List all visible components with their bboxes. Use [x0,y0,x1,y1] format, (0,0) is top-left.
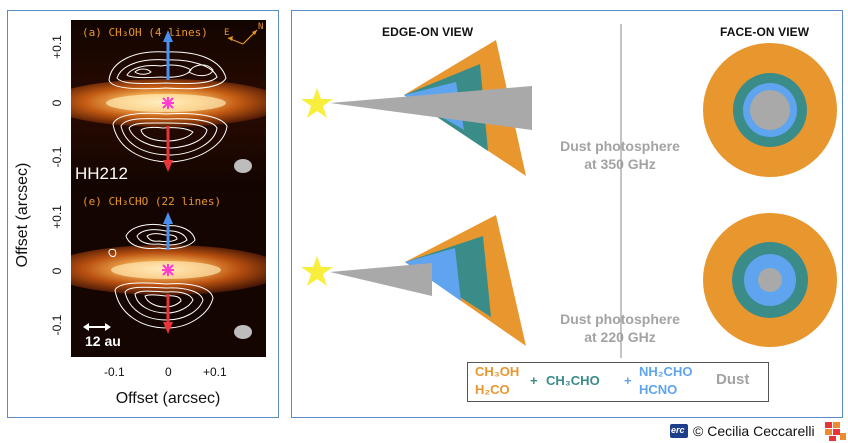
model-diagram [292,11,842,417]
compass-n: N [258,22,263,32]
bottom-emission-map [71,190,266,357]
y-tick-bottom-minus: -0.1 [50,310,64,340]
x-tick-minus: -0.1 [104,365,125,379]
star-top-icon [301,88,333,118]
erc-logo-text: erc [671,425,685,435]
legend-plus-1: + [530,373,538,388]
y-tick-top-zero: 0 [50,88,64,118]
legend-plus-2: + [624,373,632,388]
legend-ch3oh: CH₃OH [475,364,519,379]
legend-nh2cho: NH₂CHO [639,364,692,379]
photosphere-350-label: Dust photosphere at 350 GHz [540,137,700,173]
legend-h2co: H₂CO [475,382,510,397]
edge-on-bottom [301,215,526,346]
legend-ch3cho: CH₃CHO [546,373,600,388]
top-map-label: (a) CH₃OH (4 lines) [82,26,208,39]
y-tick-bottom-zero: 0 [50,256,64,286]
star-bottom-icon [301,256,333,286]
y-tick-top-plus: +0.1 [50,32,64,62]
x-axis-label: Offset (arcsec) [98,390,238,408]
erc-logo: erc [670,424,688,438]
y-axis-label: Offset (arcsec) [14,150,32,280]
photosphere-350-line1: Dust photosphere [540,137,700,155]
source-label: HH212 [75,164,128,184]
face-on-bottom [703,213,837,347]
compass-e: E [224,28,229,38]
legend-dust: Dust [716,371,749,388]
scale-bar-label: 12 au [85,333,121,349]
legend-hcno: HCNO [639,382,677,397]
lab-logo-icon [823,420,847,442]
x-tick-plus: +0.1 [203,365,227,379]
credit-text: © Cecilia Ceccarelli [693,423,815,439]
photosphere-220-line2: at 220 GHz [540,328,700,346]
x-tick-zero: 0 [165,365,172,379]
photosphere-350-line2: at 350 GHz [540,155,700,173]
face-on-top [703,43,837,177]
photosphere-220-line1: Dust photosphere [540,310,700,328]
y-tick-bottom-plus: +0.1 [50,202,64,232]
bottom-map-label: (e) CH₃CHO (22 lines) [82,195,221,208]
edge-on-top [301,40,532,176]
y-tick-top-minus: -0.1 [50,142,64,172]
photosphere-220-label: Dust photosphere at 220 GHz [540,310,700,346]
